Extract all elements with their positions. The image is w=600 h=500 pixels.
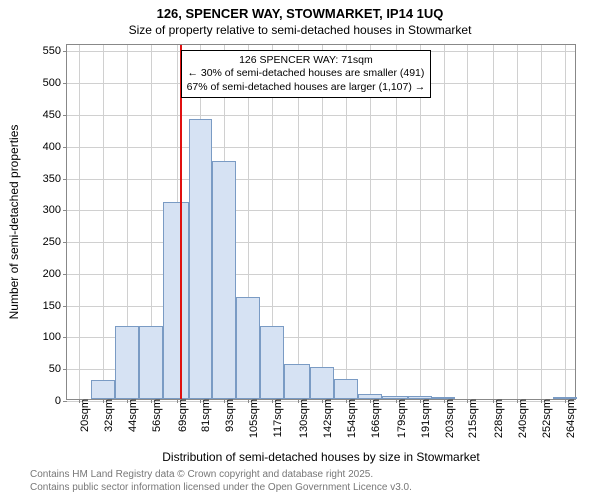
attribution-footer: Contains HM Land Registry data © Crown c… [30, 469, 412, 494]
histogram-bar [115, 326, 139, 399]
histogram-bar [139, 326, 163, 399]
histogram-chart: 126, SPENCER WAY, STOWMARKET, IP14 1UQ S… [0, 0, 600, 500]
xtick-label: 69sqm [173, 399, 189, 432]
gridline-v [541, 45, 542, 399]
histogram-bar [432, 397, 456, 399]
ytick-label: 250 [43, 236, 67, 248]
ytick-label: 500 [43, 77, 67, 89]
xtick-label: 228sqm [489, 399, 505, 438]
gridline-h [67, 306, 575, 307]
footer-line: Contains public sector information licen… [30, 482, 412, 495]
gridline-v [493, 45, 494, 399]
y-axis-label: Number of semi-detached properties [7, 125, 21, 320]
gridline-h [67, 147, 575, 148]
gridline-v [467, 45, 468, 399]
xtick-label: 142sqm [318, 399, 334, 438]
xtick-label: 130sqm [294, 399, 310, 438]
histogram-bar [310, 367, 334, 399]
footer-line: Contains HM Land Registry data © Crown c… [30, 469, 412, 482]
histogram-bar [189, 119, 213, 399]
gridline-h [67, 115, 575, 116]
histogram-bar [260, 326, 284, 399]
gridline-v [79, 45, 80, 399]
xtick-label: 166sqm [366, 399, 382, 438]
ytick-label: 350 [43, 173, 67, 185]
plot-area: 05010015020025030035040045050055020sqm32… [66, 44, 576, 400]
xtick-label: 264sqm [561, 399, 577, 438]
xtick-label: 203sqm [440, 399, 456, 438]
gridline-h [67, 274, 575, 275]
xtick-label: 93sqm [220, 399, 236, 432]
histogram-bar [408, 396, 432, 399]
gridline-v [103, 45, 104, 399]
gridline-h [67, 210, 575, 211]
gridline-v [298, 45, 299, 399]
xtick-label: 117sqm [268, 399, 284, 437]
gridline-v [444, 45, 445, 399]
gridline-v [517, 45, 518, 399]
gridline-h [67, 179, 575, 180]
xtick-label: 154sqm [342, 399, 358, 438]
histogram-bar [91, 380, 115, 399]
ytick-label: 200 [43, 268, 67, 280]
annotation-line: 67% of semi-detached houses are larger (… [187, 81, 426, 94]
gridline-v [396, 45, 397, 399]
xtick-label: 56sqm [147, 399, 163, 432]
histogram-bar [358, 394, 382, 399]
xtick-label: 215sqm [463, 399, 479, 438]
xtick-label: 44sqm [123, 399, 139, 432]
ytick-label: 450 [43, 109, 67, 121]
annotation-line: ← 30% of semi-detached houses are smalle… [187, 67, 426, 80]
x-axis-label: Distribution of semi-detached houses by … [162, 450, 479, 464]
xtick-label: 32sqm [99, 399, 115, 432]
histogram-bar [284, 364, 310, 399]
gridline-h [67, 242, 575, 243]
chart-subtitle: Size of property relative to semi-detach… [0, 21, 600, 37]
ytick-label: 100 [43, 331, 67, 343]
ytick-label: 150 [43, 300, 67, 312]
ytick-label: 550 [43, 45, 67, 57]
ytick-label: 300 [43, 204, 67, 216]
histogram-bar [553, 397, 577, 399]
histogram-bar [163, 202, 189, 399]
chart-title: 126, SPENCER WAY, STOWMARKET, IP14 1UQ [0, 0, 600, 21]
xtick-label: 240sqm [513, 399, 529, 438]
histogram-bar [382, 396, 408, 399]
gridline-v [420, 45, 421, 399]
gridline-v [565, 45, 566, 399]
xtick-label: 81sqm [196, 399, 212, 432]
histogram-bar [212, 161, 236, 399]
reference-marker-line [180, 45, 182, 399]
ytick-label: 50 [49, 363, 67, 375]
xtick-label: 20sqm [75, 399, 91, 432]
annotation-title: 126 SPENCER WAY: 71sqm [187, 54, 426, 67]
xtick-label: 191sqm [416, 399, 432, 438]
ytick-label: 0 [55, 395, 67, 407]
gridline-v [346, 45, 347, 399]
ytick-label: 400 [43, 141, 67, 153]
xtick-label: 105sqm [244, 399, 260, 438]
xtick-label: 252sqm [537, 399, 553, 438]
histogram-bar [236, 297, 260, 399]
histogram-bar [334, 379, 358, 399]
gridline-v [370, 45, 371, 399]
gridline-v [322, 45, 323, 399]
annotation-box: 126 SPENCER WAY: 71sqm← 30% of semi-deta… [181, 50, 432, 97]
xtick-label: 179sqm [392, 399, 408, 438]
